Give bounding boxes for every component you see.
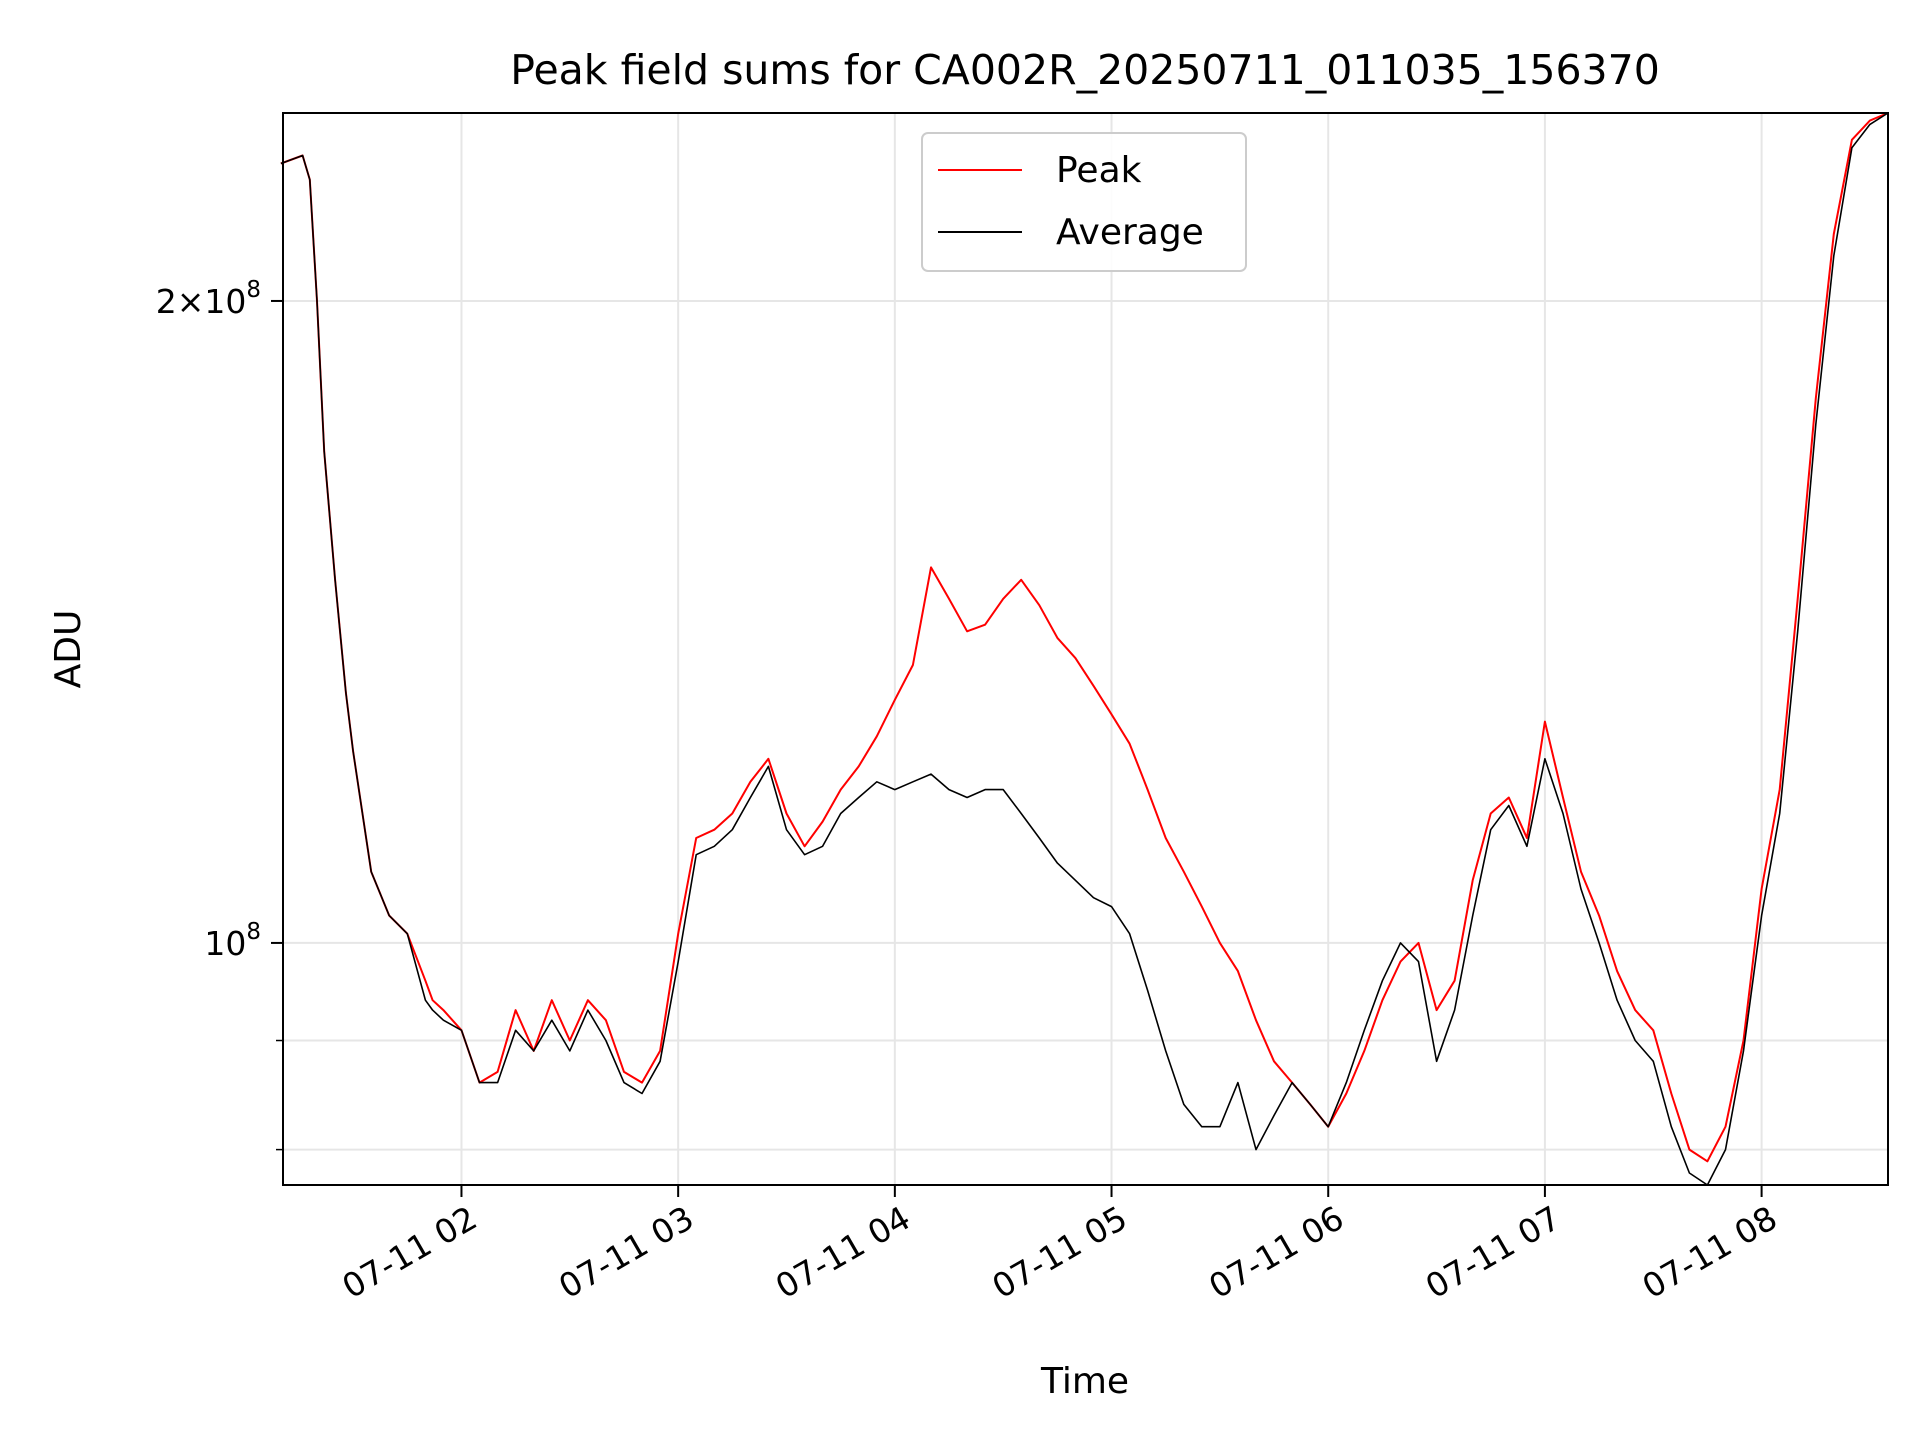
x-axis-label: Time [1040, 1361, 1129, 1402]
legend-label-average: Average [1056, 212, 1204, 253]
series-line-peak [280, 112, 1889, 1163]
y-tick-exponent: 8 [246, 277, 261, 303]
series-lines [280, 112, 1889, 1186]
y-tick-base: 10 [204, 282, 246, 321]
legend-label-peak: Peak [1056, 150, 1142, 191]
y-tick-exponent: 8 [246, 919, 261, 945]
y-tick-label: 108 [204, 919, 261, 963]
y-tick-mantissa: 2 [156, 282, 177, 321]
legend: Peak Average [921, 132, 1247, 272]
grid-lines [283, 113, 1888, 1185]
y-tick-base: 10 [204, 924, 246, 963]
y-tick-times: × [177, 282, 205, 321]
legend-box [921, 132, 1247, 272]
plot-area-frame [282, 112, 1889, 1186]
y-tick-label: 2×108 [156, 277, 261, 321]
series-line-average [280, 112, 1889, 1186]
y-axis-label: ADU [48, 610, 89, 689]
chart-title: Peak field sums for CA002R_20250711_0110… [510, 46, 1660, 94]
